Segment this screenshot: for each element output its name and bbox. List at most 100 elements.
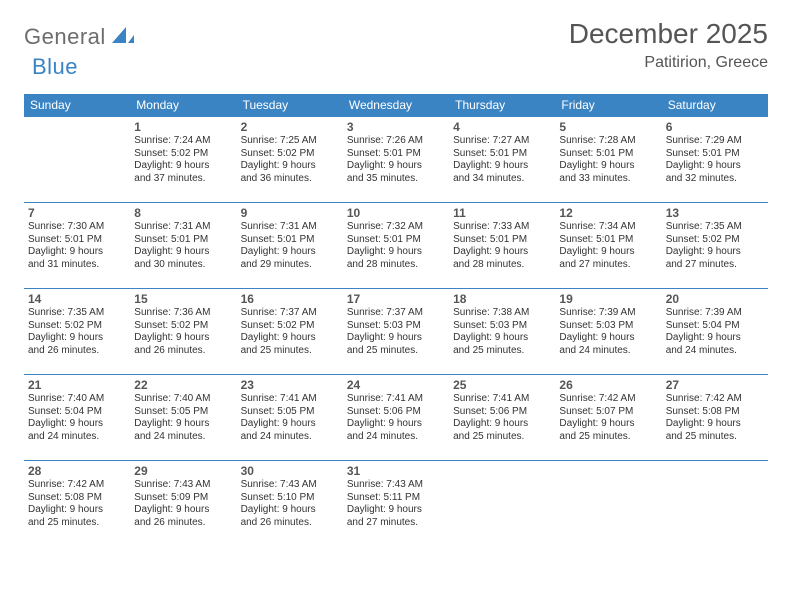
brand-logo: General bbox=[24, 18, 136, 50]
weekday-header: Friday bbox=[555, 94, 661, 117]
sunrise-line: Sunrise: 7:31 AM bbox=[241, 221, 339, 234]
day-number: 26 bbox=[559, 378, 657, 392]
location-label: Patitirion, Greece bbox=[569, 54, 768, 72]
calendar-day-cell: 29Sunrise: 7:43 AMSunset: 5:09 PMDayligh… bbox=[130, 461, 236, 547]
calendar-day-cell: 11Sunrise: 7:33 AMSunset: 5:01 PMDayligh… bbox=[449, 203, 555, 289]
sunset-line: Sunset: 5:08 PM bbox=[28, 492, 126, 505]
calendar-week-row: 14Sunrise: 7:35 AMSunset: 5:02 PMDayligh… bbox=[24, 289, 768, 375]
calendar-page: General December 2025 Patitirion, Greece… bbox=[0, 0, 792, 559]
day-number: 23 bbox=[241, 378, 339, 392]
day-number: 3 bbox=[347, 120, 445, 134]
sunset-line: Sunset: 5:03 PM bbox=[347, 320, 445, 333]
day-number: 1 bbox=[134, 120, 232, 134]
daylight-line: Daylight: 9 hours bbox=[134, 504, 232, 517]
daylight-line: Daylight: 9 hours bbox=[241, 160, 339, 173]
brand-part2: Blue bbox=[32, 54, 78, 79]
daylight-line: and 26 minutes. bbox=[241, 517, 339, 530]
daylight-line: and 27 minutes. bbox=[666, 259, 764, 272]
sunrise-line: Sunrise: 7:28 AM bbox=[559, 135, 657, 148]
calendar-day-cell: 18Sunrise: 7:38 AMSunset: 5:03 PMDayligh… bbox=[449, 289, 555, 375]
sunset-line: Sunset: 5:04 PM bbox=[28, 406, 126, 419]
sunset-line: Sunset: 5:08 PM bbox=[666, 406, 764, 419]
sunrise-line: Sunrise: 7:37 AM bbox=[241, 307, 339, 320]
title-block: December 2025 Patitirion, Greece bbox=[569, 18, 768, 72]
sunrise-line: Sunrise: 7:42 AM bbox=[559, 393, 657, 406]
daylight-line: Daylight: 9 hours bbox=[453, 418, 551, 431]
daylight-line: and 36 minutes. bbox=[241, 173, 339, 186]
day-number: 7 bbox=[28, 206, 126, 220]
sunrise-line: Sunrise: 7:27 AM bbox=[453, 135, 551, 148]
day-number: 2 bbox=[241, 120, 339, 134]
day-number: 24 bbox=[347, 378, 445, 392]
sunset-line: Sunset: 5:02 PM bbox=[134, 320, 232, 333]
daylight-line: and 24 minutes. bbox=[347, 431, 445, 444]
calendar-week-row: 28Sunrise: 7:42 AMSunset: 5:08 PMDayligh… bbox=[24, 461, 768, 547]
sunset-line: Sunset: 5:01 PM bbox=[134, 234, 232, 247]
sunrise-line: Sunrise: 7:39 AM bbox=[666, 307, 764, 320]
calendar-empty-cell bbox=[662, 461, 768, 547]
sunrise-line: Sunrise: 7:39 AM bbox=[559, 307, 657, 320]
calendar-week-row: 21Sunrise: 7:40 AMSunset: 5:04 PMDayligh… bbox=[24, 375, 768, 461]
daylight-line: and 24 minutes. bbox=[134, 431, 232, 444]
daylight-line: and 24 minutes. bbox=[28, 431, 126, 444]
calendar-day-cell: 20Sunrise: 7:39 AMSunset: 5:04 PMDayligh… bbox=[662, 289, 768, 375]
sunrise-line: Sunrise: 7:30 AM bbox=[28, 221, 126, 234]
daylight-line: Daylight: 9 hours bbox=[241, 246, 339, 259]
calendar-day-cell: 4Sunrise: 7:27 AMSunset: 5:01 PMDaylight… bbox=[449, 117, 555, 203]
calendar-day-cell: 9Sunrise: 7:31 AMSunset: 5:01 PMDaylight… bbox=[237, 203, 343, 289]
sunset-line: Sunset: 5:02 PM bbox=[666, 234, 764, 247]
daylight-line: Daylight: 9 hours bbox=[347, 504, 445, 517]
sunrise-line: Sunrise: 7:43 AM bbox=[347, 479, 445, 492]
daylight-line: and 26 minutes. bbox=[134, 345, 232, 358]
calendar-day-cell: 14Sunrise: 7:35 AMSunset: 5:02 PMDayligh… bbox=[24, 289, 130, 375]
daylight-line: Daylight: 9 hours bbox=[666, 246, 764, 259]
daylight-line: Daylight: 9 hours bbox=[241, 332, 339, 345]
day-number: 31 bbox=[347, 464, 445, 478]
sunset-line: Sunset: 5:06 PM bbox=[347, 406, 445, 419]
day-number: 16 bbox=[241, 292, 339, 306]
calendar-day-cell: 30Sunrise: 7:43 AMSunset: 5:10 PMDayligh… bbox=[237, 461, 343, 547]
daylight-line: Daylight: 9 hours bbox=[28, 418, 126, 431]
sunrise-line: Sunrise: 7:40 AM bbox=[134, 393, 232, 406]
daylight-line: Daylight: 9 hours bbox=[559, 246, 657, 259]
brand-sail-icon bbox=[112, 25, 134, 50]
daylight-line: Daylight: 9 hours bbox=[347, 246, 445, 259]
day-number: 5 bbox=[559, 120, 657, 134]
sunset-line: Sunset: 5:02 PM bbox=[134, 148, 232, 161]
daylight-line: Daylight: 9 hours bbox=[134, 418, 232, 431]
sunset-line: Sunset: 5:11 PM bbox=[347, 492, 445, 505]
sunrise-line: Sunrise: 7:42 AM bbox=[28, 479, 126, 492]
calendar-day-cell: 12Sunrise: 7:34 AMSunset: 5:01 PMDayligh… bbox=[555, 203, 661, 289]
daylight-line: and 25 minutes. bbox=[347, 345, 445, 358]
sunset-line: Sunset: 5:01 PM bbox=[347, 148, 445, 161]
sunset-line: Sunset: 5:04 PM bbox=[666, 320, 764, 333]
calendar-day-cell: 17Sunrise: 7:37 AMSunset: 5:03 PMDayligh… bbox=[343, 289, 449, 375]
weekday-header: Thursday bbox=[449, 94, 555, 117]
daylight-line: Daylight: 9 hours bbox=[28, 332, 126, 345]
daylight-line: Daylight: 9 hours bbox=[347, 160, 445, 173]
sunrise-line: Sunrise: 7:38 AM bbox=[453, 307, 551, 320]
weekday-header: Wednesday bbox=[343, 94, 449, 117]
sunset-line: Sunset: 5:05 PM bbox=[134, 406, 232, 419]
calendar-day-cell: 21Sunrise: 7:40 AMSunset: 5:04 PMDayligh… bbox=[24, 375, 130, 461]
calendar-empty-cell bbox=[555, 461, 661, 547]
daylight-line: Daylight: 9 hours bbox=[347, 418, 445, 431]
sunrise-line: Sunrise: 7:41 AM bbox=[453, 393, 551, 406]
day-number: 6 bbox=[666, 120, 764, 134]
daylight-line: and 24 minutes. bbox=[241, 431, 339, 444]
day-number: 14 bbox=[28, 292, 126, 306]
sunrise-line: Sunrise: 7:33 AM bbox=[453, 221, 551, 234]
day-number: 29 bbox=[134, 464, 232, 478]
calendar-day-cell: 31Sunrise: 7:43 AMSunset: 5:11 PMDayligh… bbox=[343, 461, 449, 547]
day-number: 18 bbox=[453, 292, 551, 306]
daylight-line: and 24 minutes. bbox=[666, 345, 764, 358]
calendar-day-cell: 24Sunrise: 7:41 AMSunset: 5:06 PMDayligh… bbox=[343, 375, 449, 461]
calendar-day-cell: 7Sunrise: 7:30 AMSunset: 5:01 PMDaylight… bbox=[24, 203, 130, 289]
sunset-line: Sunset: 5:02 PM bbox=[28, 320, 126, 333]
day-number: 25 bbox=[453, 378, 551, 392]
sunrise-line: Sunrise: 7:41 AM bbox=[241, 393, 339, 406]
sunset-line: Sunset: 5:01 PM bbox=[453, 148, 551, 161]
sunset-line: Sunset: 5:01 PM bbox=[559, 234, 657, 247]
daylight-line: Daylight: 9 hours bbox=[559, 332, 657, 345]
daylight-line: Daylight: 9 hours bbox=[666, 160, 764, 173]
